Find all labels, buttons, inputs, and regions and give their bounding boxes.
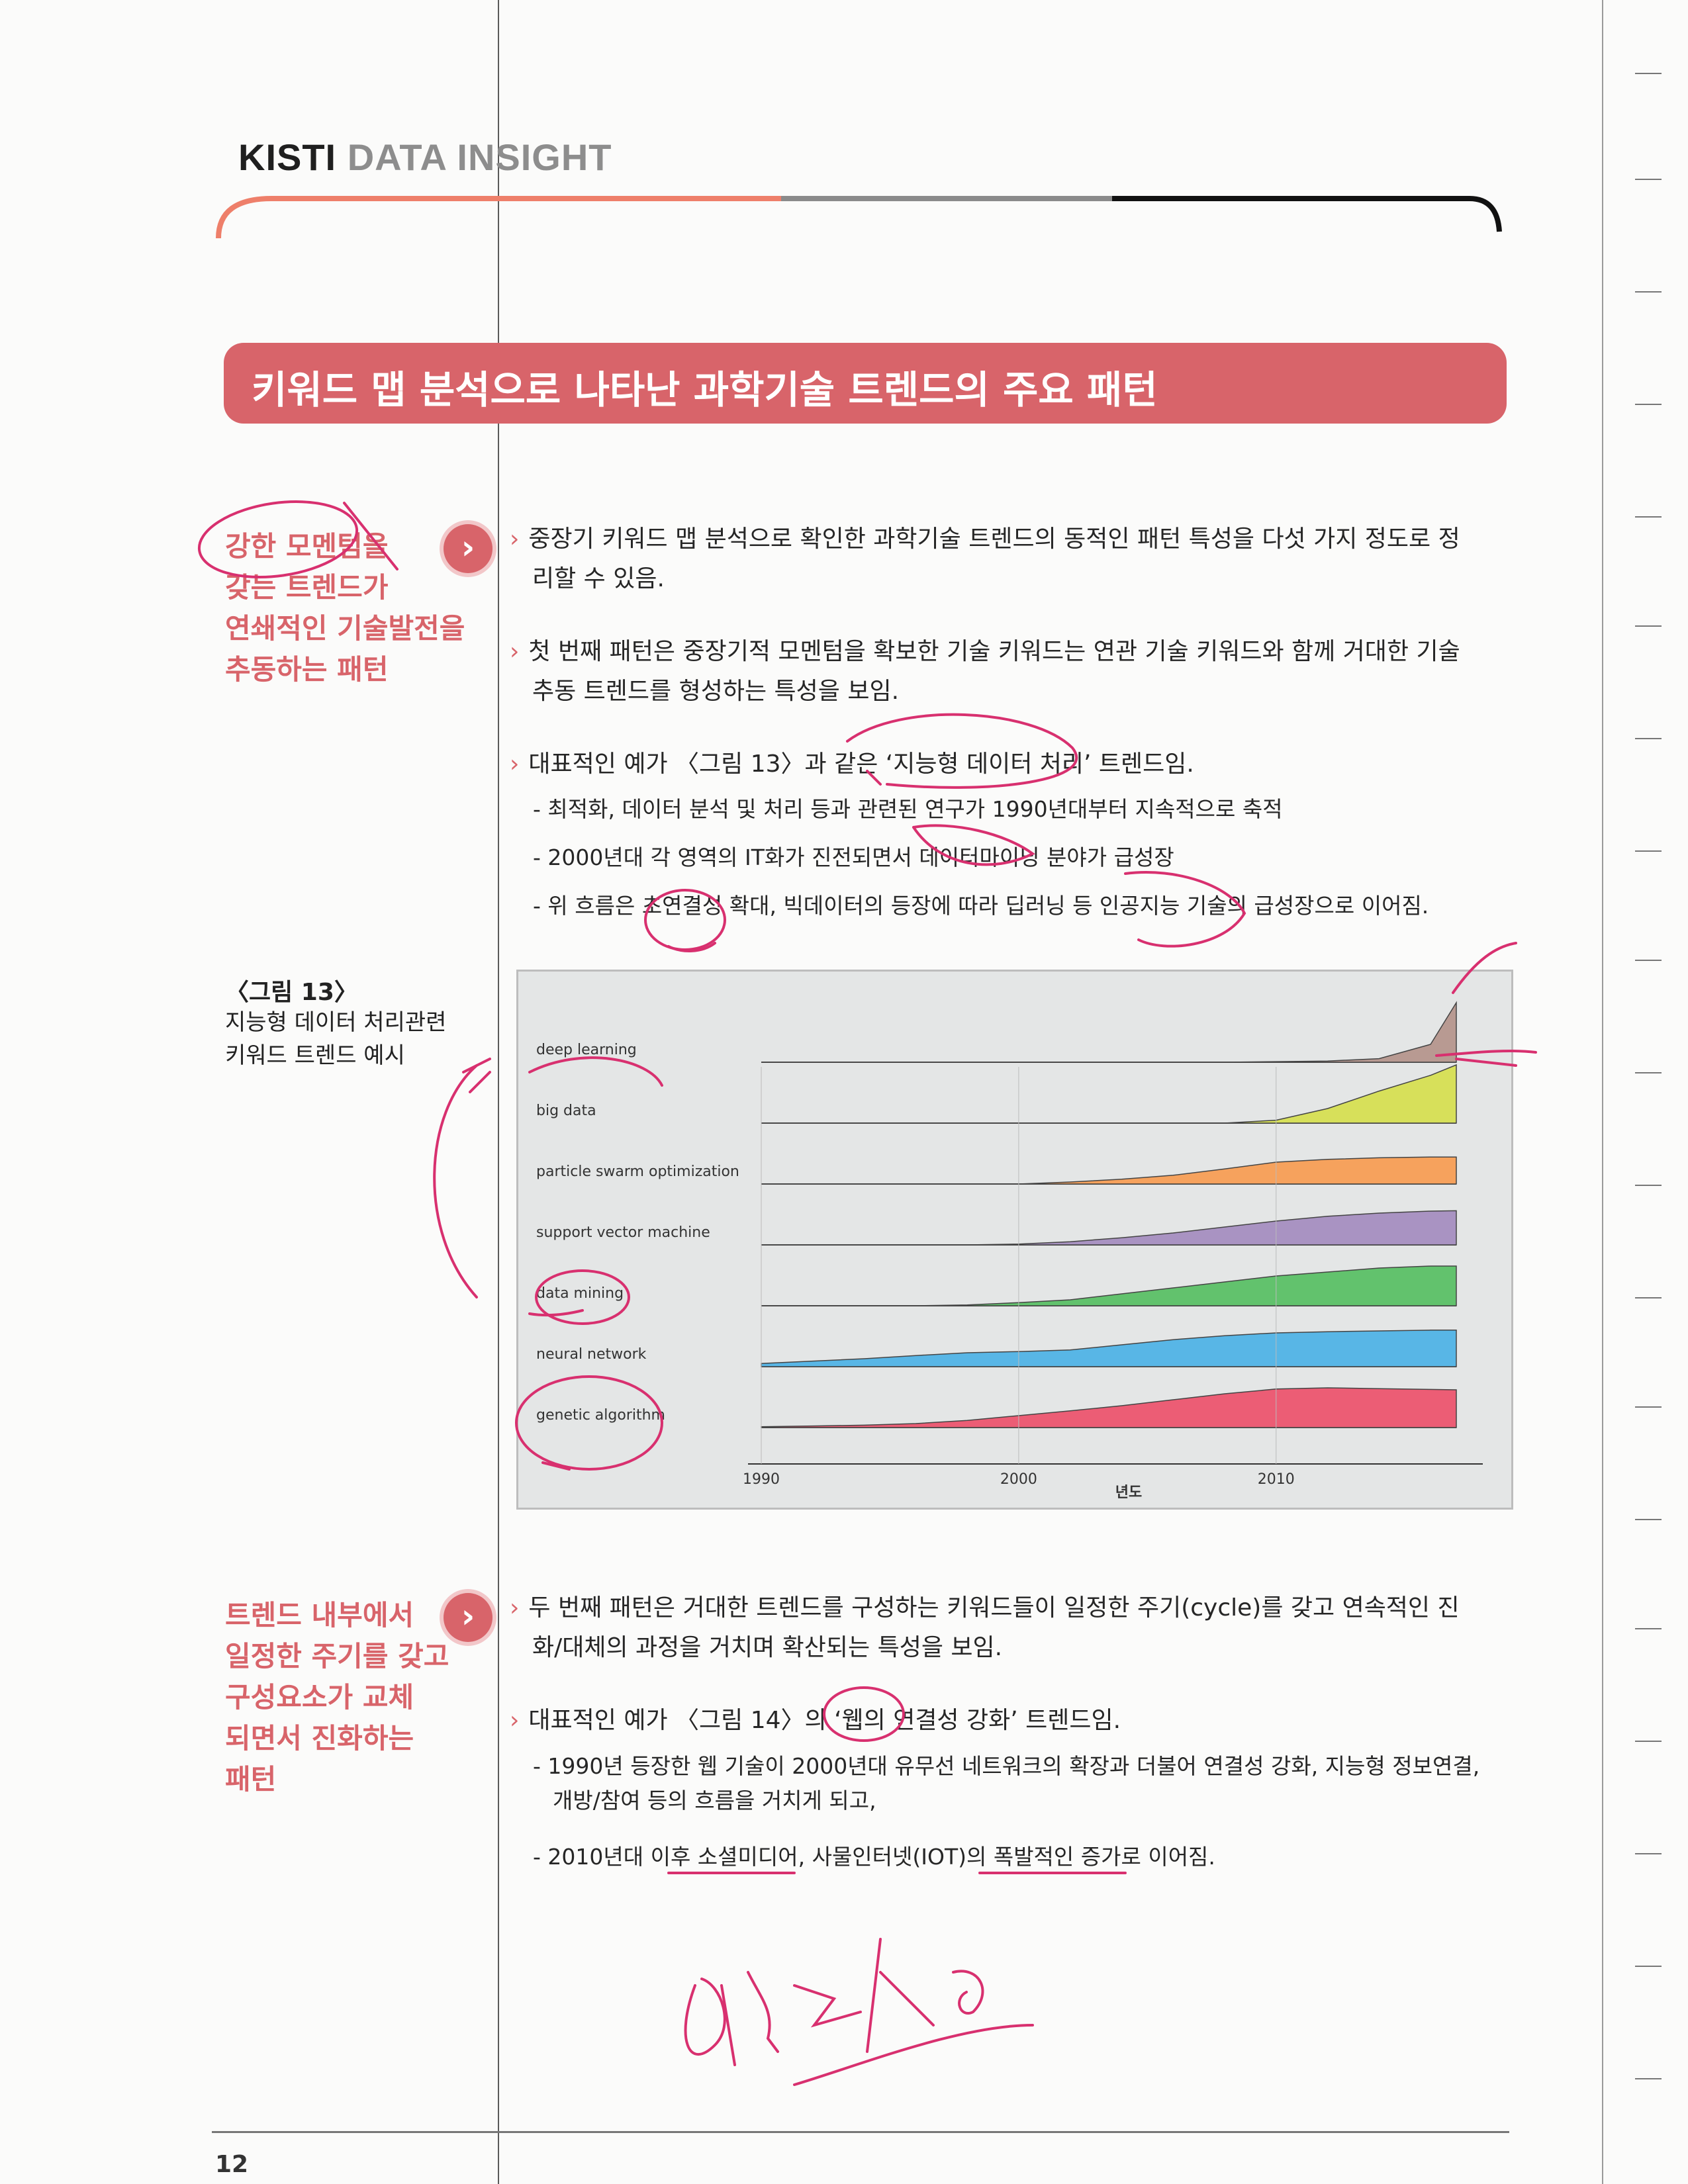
series-area [761, 1210, 1457, 1246]
pattern2-side-line: 트렌드 내부에서 [225, 1599, 414, 1631]
pattern1-sidebar: 강한 모멘텀을 갖는 트렌드가 연쇄적인 기술발전을 추동하는 패턴 [225, 526, 465, 690]
chevron-right-icon: › [444, 1593, 492, 1642]
keyword-trend-chart: deep learning big data particle swarm opti… [536, 1001, 1483, 1501]
figure-caption-title: 〈그림 13〉 [225, 979, 358, 1006]
pattern2-side-line: 되면서 진화하는 [225, 1722, 414, 1754]
pattern1-side-line: 추동하는 패턴 [225, 653, 389, 686]
bullet-marker-icon: › [510, 1707, 520, 1734]
pattern2-bullet: - 2010년대 이후 소셜미디어, 사물인터넷(IOT)의 폭발적인 증가로 … [533, 1844, 1215, 1870]
x-tick-label: 2010 [1258, 1471, 1295, 1488]
page-number: 12 [215, 2151, 249, 2178]
bullet-marker-icon: › [510, 1594, 520, 1621]
series-label: particle swarm optimization [536, 1163, 739, 1180]
series-area [761, 1330, 1457, 1367]
pattern1-bullet: - 위 흐름은 초연결성 확대, 빅데이터의 등장에 따라 딥러닝 등 인공지능… [533, 893, 1429, 919]
x-axis-label: 년도 [1115, 1484, 1142, 1501]
pattern2-side-line: 일정한 주기를 갖고 [225, 1640, 449, 1672]
binding-ticks [1609, 0, 1688, 2184]
x-tick-label: 1990 [743, 1471, 780, 1488]
series-label: big data [536, 1103, 596, 1119]
series-label: neural network [536, 1346, 647, 1363]
figure-caption-description: 지능형 데이터 처리관련 키워드 트렌드 예시 [225, 1009, 447, 1069]
series-area [761, 1064, 1457, 1124]
pattern1-paragraph-1: › 중장기 키워드 맵 분석으로 확인한 과학기술 트렌드의 동적인 패턴 특성을… [510, 525, 1460, 592]
scan-right-edge [1602, 0, 1603, 2184]
pattern1-bullet: - 2000년대 각 영역의 IT화가 진전되면서 데이터마이닝 분야가 급성장 [533, 844, 1174, 870]
section-title-bar [224, 343, 1507, 424]
brand-secondary: DATA INSIGHT [347, 136, 612, 178]
pattern1-bullet: - 최적화, 데이터 분석 및 처리 등과 관련된 연구가 1990년대부터 지… [533, 796, 1283, 822]
x-tick-label: 2000 [1000, 1471, 1037, 1488]
scan-fold-line [498, 0, 499, 2184]
bullet-marker-icon: › [510, 638, 520, 665]
pattern2-sidebar: 트렌드 내부에서 일정한 주기를 갖고 구성요소가 교체 되면서 진화하는 패턴 [225, 1595, 449, 1800]
series-label: genetic algorithm [536, 1407, 665, 1424]
pattern1-side-line: 강한 모멘텀을 [225, 530, 389, 563]
pattern1-side-line: 연쇄적인 기술발전을 [225, 612, 465, 645]
bullet-marker-icon: › [510, 751, 520, 778]
series-area [761, 1387, 1457, 1428]
header-rule [216, 196, 1502, 239]
brand-logo: KISTI DATA INSIGHT [238, 136, 612, 179]
bullet-marker-icon: › [510, 525, 520, 553]
section-title: 키워드 맵 분석으로 나타난 과학기술 트렌드의 주요 패턴 [252, 367, 1158, 412]
brand-primary: KISTI [238, 136, 337, 178]
series-label: support vector machine [536, 1224, 710, 1241]
series-area [761, 1156, 1457, 1185]
chevron-right-icon: › [444, 524, 492, 573]
pattern2-side-line: 패턴 [225, 1763, 277, 1796]
pattern2-bullet: - 1990년 등장한 웹 기술이 2000년대 유무선 네트워크의 확장과 더… [533, 1753, 1480, 1813]
pattern1-paragraph-3: › 대표적인 예가 〈그림 13〉과 같은 ‘지능형 데이터 처리’ 트렌드임. [510, 751, 1194, 778]
series-label: data mining [536, 1285, 624, 1302]
series-area [761, 1001, 1457, 1063]
pattern1-paragraph-2: › 첫 번째 패턴은 중장기적 모멘텀을 확보한 기술 키워드는 연관 기술 키워… [510, 638, 1460, 705]
series-label: deep learning [536, 1042, 637, 1058]
series-area [761, 1265, 1457, 1306]
pattern2-paragraph-1: › 두 번째 패턴은 거대한 트렌드를 구성하는 키워드들이 일정한 주기(cyc… [510, 1594, 1460, 1661]
footer-rule [212, 2131, 1509, 2133]
pattern2-side-line: 구성요소가 교체 [225, 1681, 414, 1713]
